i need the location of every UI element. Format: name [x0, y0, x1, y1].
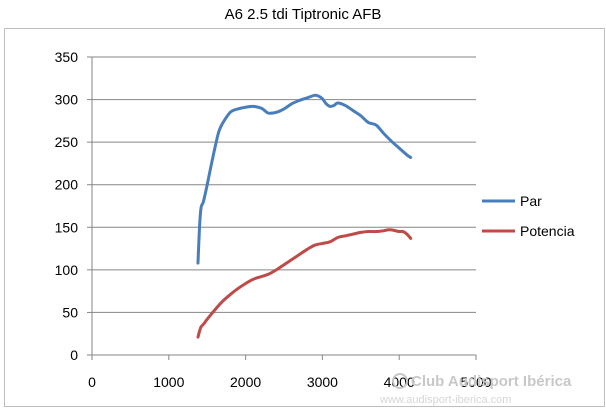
y-tick-label-50: 50 [62, 304, 78, 320]
y-tick-label-0: 0 [70, 347, 78, 363]
y-tick-label-150: 150 [55, 219, 79, 235]
watermark-logo-icon [392, 373, 408, 389]
y-tick-label-250: 250 [55, 134, 79, 150]
x-tick-label-5000: 5000 [460, 374, 491, 390]
x-tick-label-0: 0 [88, 374, 96, 390]
legend-label-par: Par [520, 193, 542, 209]
series-line-potencia [196, 228, 413, 339]
chart-area [4, 28, 605, 407]
series-line-par [196, 93, 413, 265]
y-tick-label-100: 100 [55, 262, 79, 278]
y-tick-label-200: 200 [55, 177, 79, 193]
x-tick-label-3000: 3000 [307, 374, 338, 390]
x-tick-label-2000: 2000 [230, 374, 261, 390]
watermark-text: Club Audisport Ibérica [411, 373, 572, 390]
watermark-url: www.audisport-iberica.com [379, 394, 511, 406]
y-tick-label-300: 300 [55, 92, 79, 108]
chart-title: A6 2.5 tdi Tiptronic AFB [224, 5, 382, 23]
legend-label-potencia: Potencia [520, 223, 575, 239]
y-tick-label-350: 350 [55, 49, 79, 65]
x-tick-label-1000: 1000 [153, 374, 184, 390]
